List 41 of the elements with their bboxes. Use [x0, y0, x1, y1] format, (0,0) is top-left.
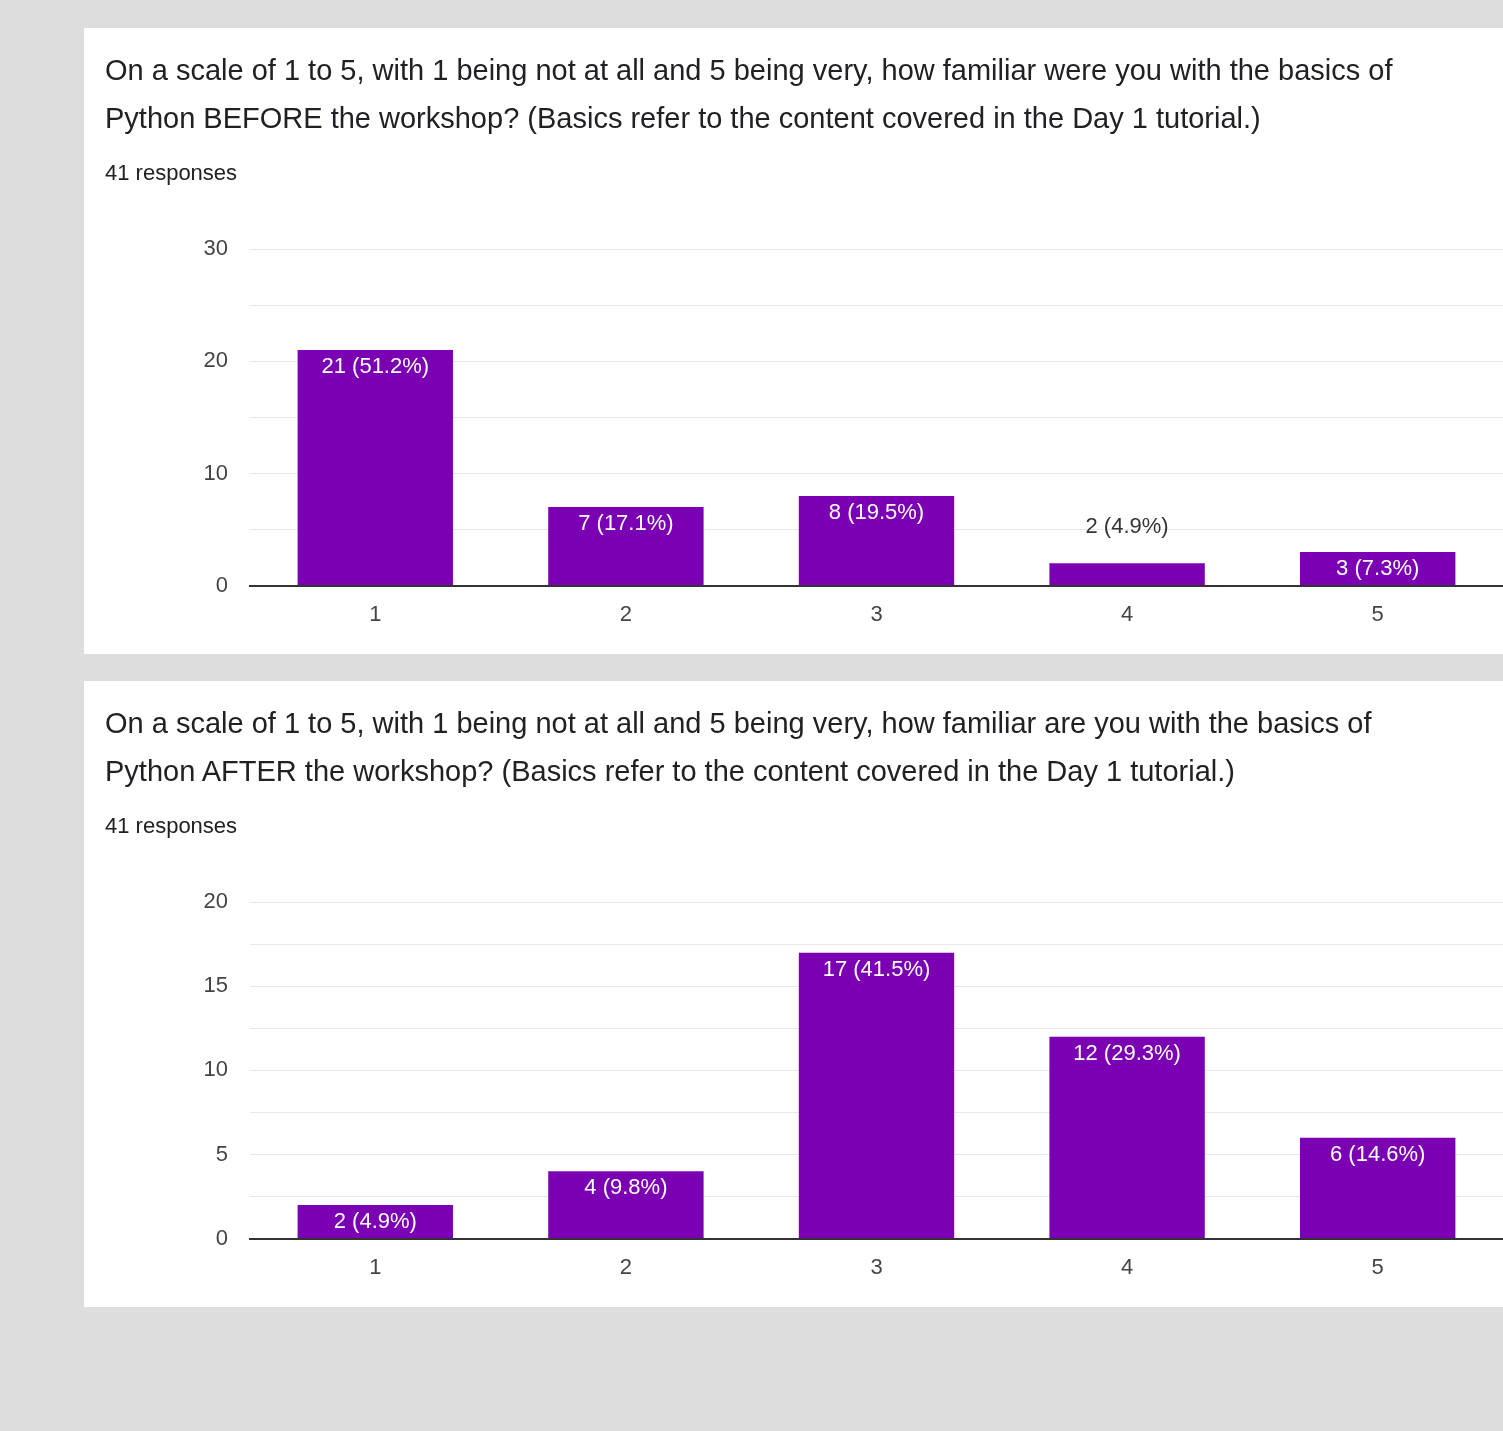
chart-subtitle: 41 responses — [105, 160, 239, 186]
data-label: 21 (51.2%) — [321, 353, 430, 379]
bar — [798, 952, 955, 1239]
data-label: 4 (9.8%) — [584, 1174, 668, 1200]
data-label: 7 (17.1%) — [578, 510, 674, 536]
data-label: 12 (29.3%) — [1073, 1039, 1181, 1065]
x-tick-label: 2 — [619, 600, 633, 626]
data-label: 8 (19.5%) — [828, 498, 925, 524]
x-tick-label: 1 — [369, 1253, 382, 1279]
y-tick-label: 0 — [215, 571, 228, 597]
chart-title: On a scale of 1 to 5, with 1 being not at all and 5 being very, how familiar were you with the basics of Python BEFORE the workshop? (Basics refer to the content covered in the Day 1 tutorial.) — [105, 53, 1394, 136]
x-tick-label: 4 — [1120, 600, 1134, 626]
bar — [1049, 563, 1205, 586]
x-tick-label: 5 — [1371, 1253, 1384, 1279]
bar — [297, 350, 453, 586]
x-tick-label: 3 — [870, 1253, 883, 1279]
bar — [798, 495, 955, 586]
y-tick-label: 0 — [215, 1224, 228, 1250]
y-tick-label: 15 — [203, 972, 228, 998]
y-tick-label: 10 — [203, 459, 228, 485]
data-label: 2 (4.9%) — [1085, 513, 1169, 539]
data-label: 17 (41.5%) — [822, 955, 931, 981]
y-tick-label: 30 — [203, 235, 228, 261]
x-tick-label: 2 — [619, 1253, 633, 1279]
y-tick-label: 20 — [203, 347, 228, 373]
bar — [548, 507, 704, 586]
y-tick-label: 10 — [203, 1056, 228, 1082]
chart-title: On a scale of 1 to 5, with 1 being not at all and 5 being very, how familiar are you with the basics of Python AFTER the workshop? (Basics refer to the content covered in the Day 1 tutorial.) — [105, 706, 1373, 789]
data-label: 2 (4.9%) — [333, 1208, 417, 1234]
x-tick-label: 5 — [1371, 600, 1384, 626]
data-label: 3 (7.3%) — [1336, 555, 1420, 581]
x-tick-label: 3 — [870, 600, 883, 626]
bar — [1300, 1137, 1456, 1239]
bar — [1049, 1036, 1205, 1239]
y-tick-label: 5 — [215, 1140, 228, 1166]
x-tick-label: 1 — [369, 600, 382, 626]
y-tick-label: 20 — [203, 888, 228, 914]
data-label: 6 (14.6%) — [1330, 1140, 1426, 1166]
x-tick-label: 4 — [1120, 1253, 1134, 1279]
chart-subtitle: 41 responses — [105, 813, 239, 839]
bar — [548, 1171, 704, 1239]
